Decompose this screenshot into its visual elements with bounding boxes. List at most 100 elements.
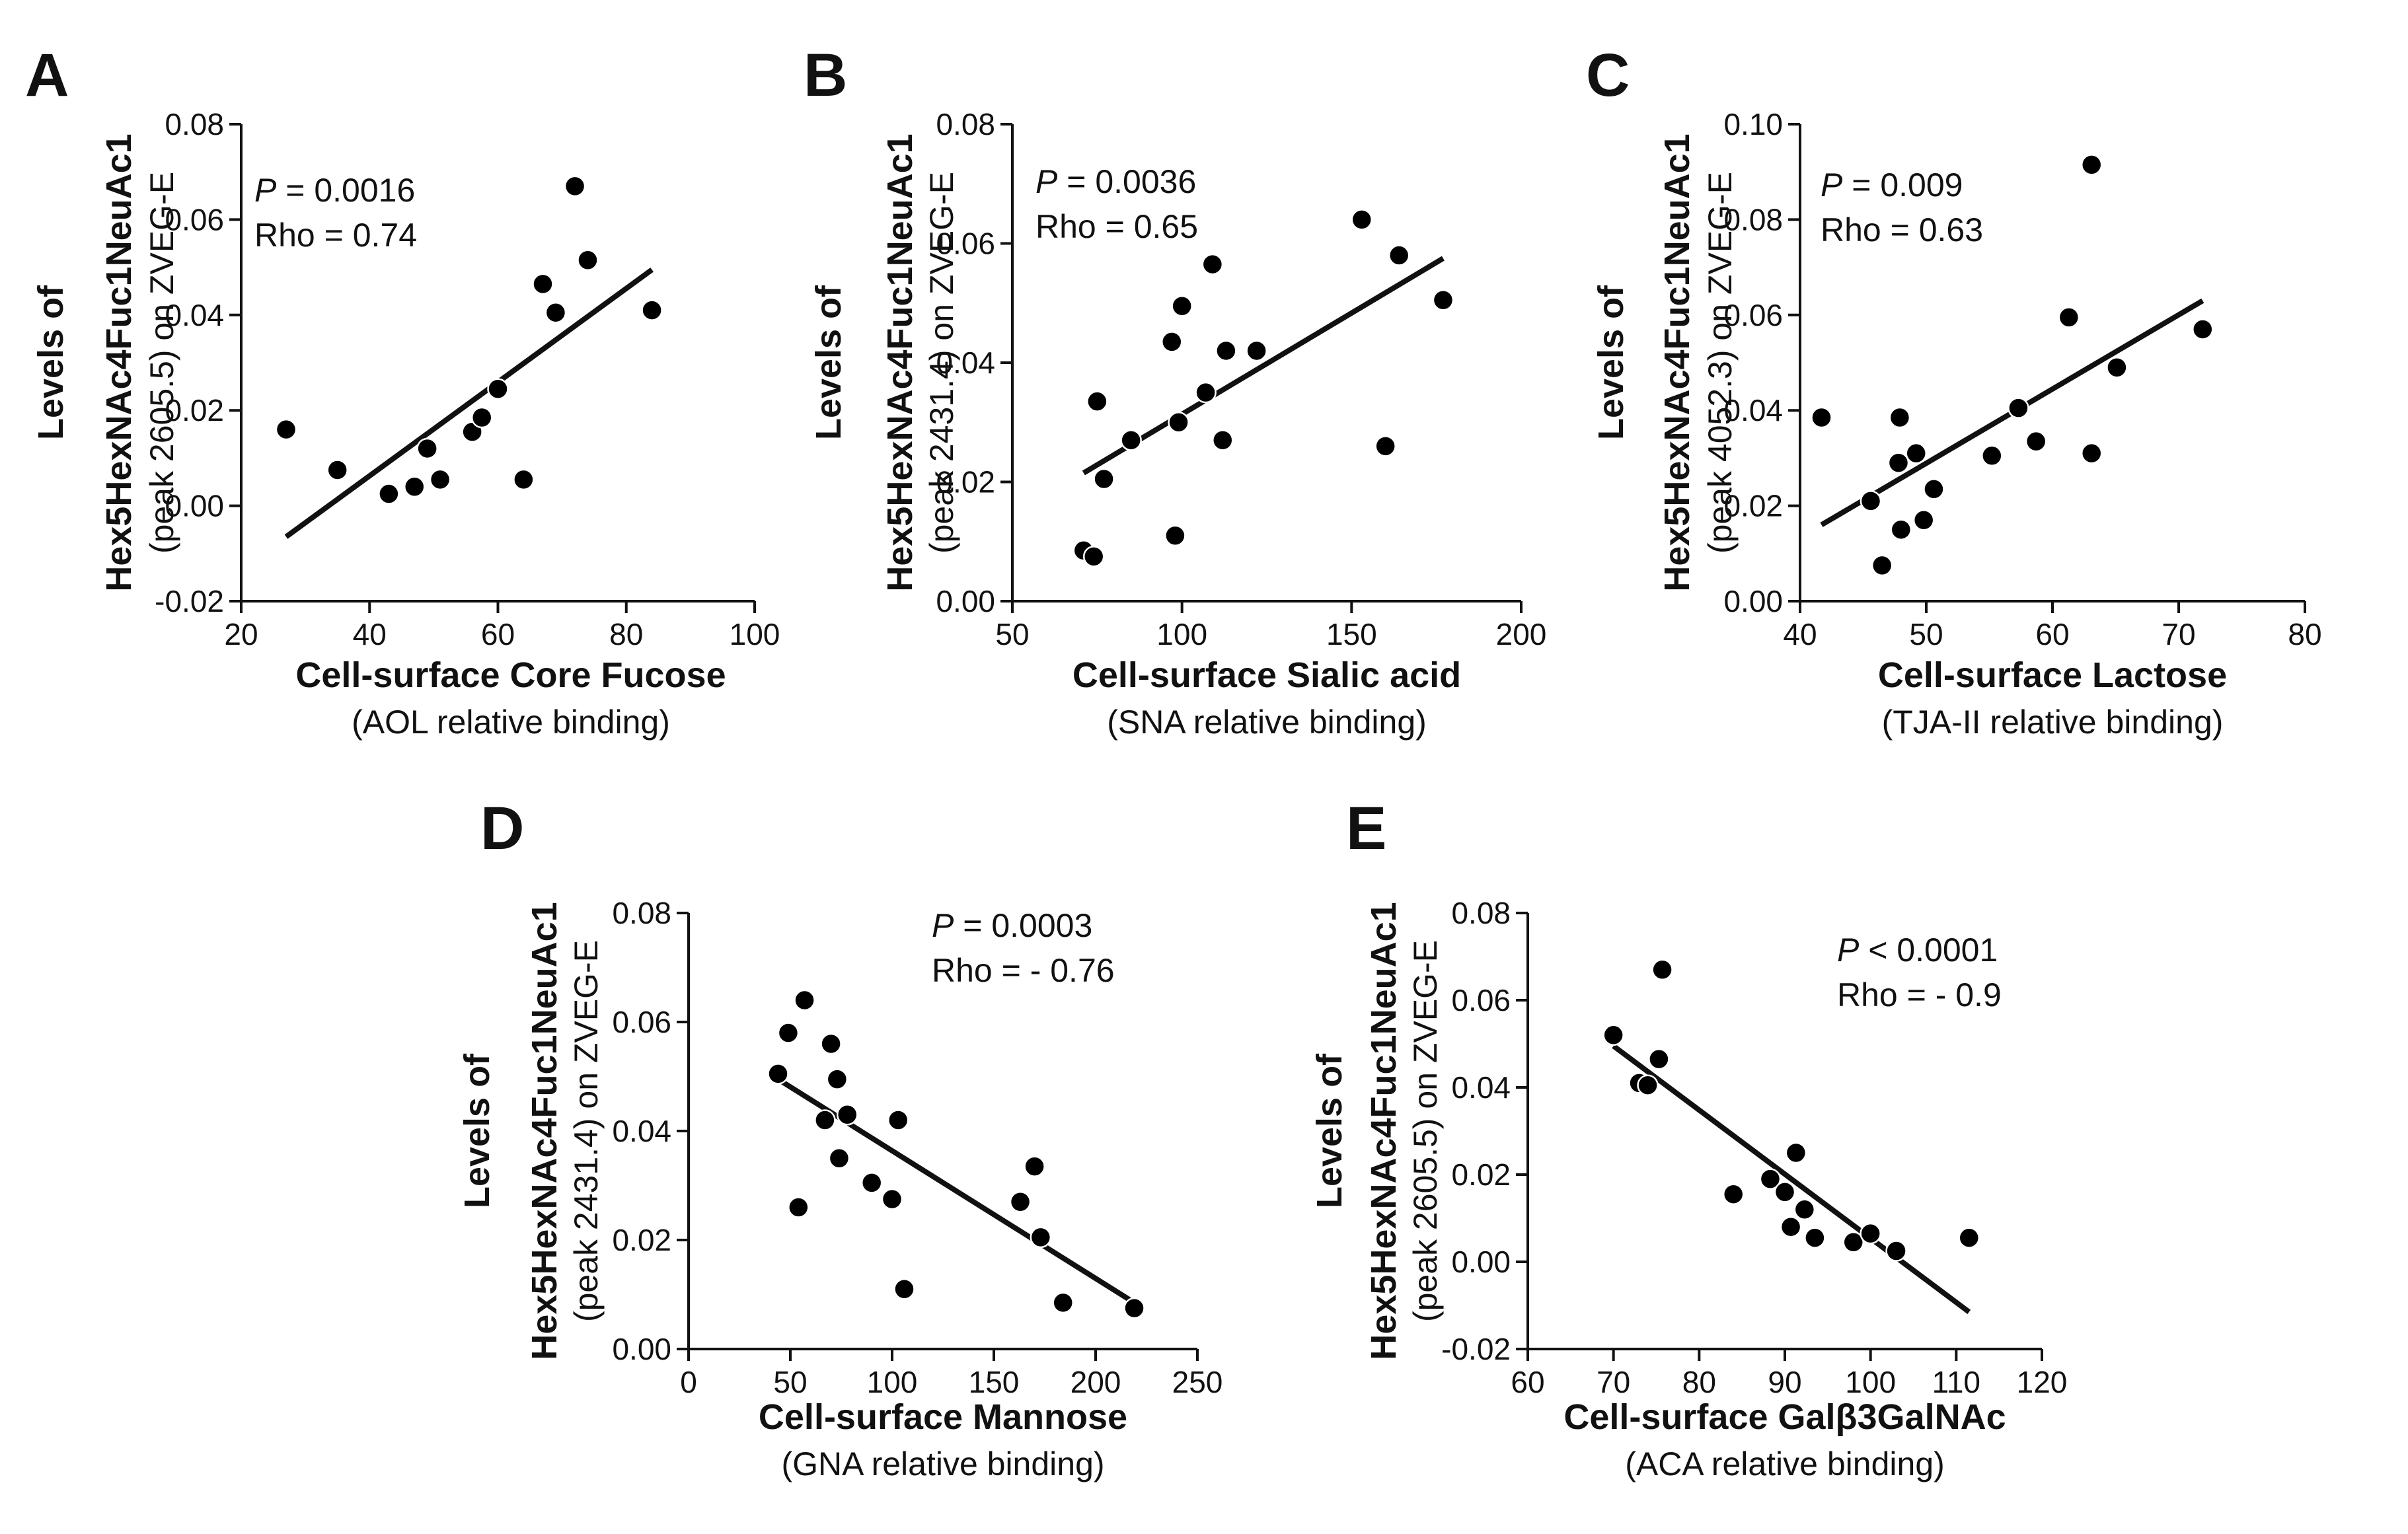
y-axis-title-line: (peak 2605.5) on ZVEG-E bbox=[143, 172, 180, 554]
data-point bbox=[470, 406, 493, 429]
data-point bbox=[1793, 1198, 1816, 1221]
rho-annotation: Rho = 0.65 bbox=[1035, 208, 1198, 245]
y-axis-title-line: Hex5HexNAc4Fuc1NeuAc1 bbox=[880, 133, 920, 591]
p-value-annotation: P = 0.0016 bbox=[254, 172, 415, 209]
x-tick-label: 50 bbox=[1909, 617, 1943, 651]
y-axis-title-line: Levels of bbox=[1310, 1053, 1349, 1208]
rho-annotation: Rho = - 0.76 bbox=[932, 952, 1115, 989]
data-point bbox=[1981, 445, 2003, 467]
data-point bbox=[1161, 331, 1183, 353]
rho-annotation: Rho = - 0.9 bbox=[1837, 976, 2002, 1013]
data-point bbox=[1009, 1191, 1032, 1213]
x-tick-label: 0 bbox=[680, 1365, 697, 1399]
data-point bbox=[2192, 318, 2214, 340]
data-point bbox=[1195, 381, 1217, 404]
data-point bbox=[1082, 546, 1105, 567]
panel-letter-a: A bbox=[25, 42, 69, 109]
y-axis-title-line: Hex5HexNAc4Fuc1NeuAc1 bbox=[525, 902, 564, 1360]
data-point bbox=[1024, 1155, 1045, 1177]
data-point bbox=[1648, 1048, 1670, 1070]
data-point bbox=[1052, 1292, 1074, 1314]
data-point bbox=[513, 468, 535, 491]
data-point bbox=[1842, 1231, 1864, 1253]
data-point bbox=[1171, 295, 1193, 317]
y-tick-label: 0.00 bbox=[165, 489, 224, 523]
x-axis-title: Cell-surface Lactose bbox=[1878, 655, 2227, 695]
x-tick-label: 100 bbox=[867, 1365, 918, 1399]
data-point bbox=[275, 418, 297, 441]
data-point bbox=[826, 1068, 848, 1090]
y-axis-title-line: Hex5HexNAc4Fuc1NeuAc1 bbox=[1657, 133, 1697, 591]
x-tick-label: 200 bbox=[1071, 1365, 1121, 1399]
panel-letter-c: C bbox=[1586, 42, 1630, 109]
data-point bbox=[1164, 525, 1186, 546]
data-point bbox=[1860, 1222, 1881, 1245]
data-point bbox=[1905, 442, 1927, 464]
panel-a: A -0.02 0.00 0.02 0.04 0.06 0.08 20 40 60 80 100 P =… bbox=[25, 42, 780, 741]
data-point bbox=[1885, 1240, 1907, 1262]
data-point bbox=[1759, 1168, 1782, 1190]
x-tick-label: 60 bbox=[481, 617, 515, 651]
data-point bbox=[1086, 390, 1108, 412]
data-point bbox=[641, 299, 663, 321]
y-tick-label: 0.08 bbox=[1451, 896, 1511, 930]
x-tick-label: 70 bbox=[1597, 1365, 1630, 1399]
data-point bbox=[1774, 1181, 1796, 1203]
y-axis-title-line: (peak 2431.4) on ZVEG-E bbox=[568, 940, 605, 1322]
data-point bbox=[788, 1196, 809, 1218]
x-tick-label: 80 bbox=[1682, 1365, 1716, 1399]
x-tick-label: 80 bbox=[609, 617, 643, 651]
data-point bbox=[1388, 244, 1410, 266]
regression-line bbox=[1612, 1044, 1971, 1315]
data-point bbox=[794, 989, 815, 1011]
y-tick-label: 0.04 bbox=[612, 1114, 671, 1148]
x-axis-title: Cell-surface Sialic acid bbox=[1072, 655, 1461, 695]
y-tick-label: 0.02 bbox=[1451, 1157, 1511, 1192]
data-point bbox=[1722, 1183, 1745, 1205]
y-tick-label: 0.06 bbox=[165, 202, 224, 237]
y-tick-label: -0.02 bbox=[155, 584, 224, 618]
y-tick-label: 0.08 bbox=[612, 896, 671, 930]
y-axis-title-line: Levels of bbox=[457, 1053, 497, 1208]
panel-d: D 0.00 0.02 0.04 0.06 0.08 0 50 100 150 200 250 P = … bbox=[457, 795, 1223, 1482]
panel-e: E -0.02 0.00 0.02 0.04 0.06 0.08 60 70 80 90 100 110… bbox=[1310, 795, 2067, 1482]
panel-letter-e: E bbox=[1346, 795, 1386, 862]
y-tick-label: 0.02 bbox=[1723, 489, 1783, 523]
y-tick-label: 0.04 bbox=[936, 346, 995, 380]
data-point bbox=[860, 1172, 883, 1194]
y-axis-title-line: Hex5HexNAc4Fuc1NeuAc1 bbox=[1364, 902, 1404, 1360]
p-value-annotation: P = 0.0003 bbox=[932, 907, 1092, 944]
x-tick-label: 150 bbox=[969, 1365, 1020, 1399]
x-tick-label: 100 bbox=[1156, 617, 1207, 651]
x-tick-label: 70 bbox=[2162, 617, 2195, 651]
y-tick-label: 0.04 bbox=[1451, 1070, 1511, 1105]
data-point bbox=[532, 273, 554, 295]
data-point bbox=[887, 1109, 909, 1131]
data-point bbox=[1030, 1226, 1052, 1249]
y-tick-label: 0.10 bbox=[1723, 107, 1783, 141]
x-tick-label: 60 bbox=[2035, 617, 2069, 651]
data-point bbox=[1923, 478, 1945, 500]
data-point bbox=[545, 301, 567, 324]
y-tick-label: 0.02 bbox=[165, 393, 224, 427]
x-tick-label: 120 bbox=[2017, 1365, 2068, 1399]
x-tick-label: 80 bbox=[2288, 617, 2321, 651]
data-point bbox=[1785, 1142, 1807, 1164]
data-point bbox=[1890, 519, 1912, 540]
data-point bbox=[1093, 468, 1115, 490]
x-axis-subtitle: (AOL relative binding) bbox=[352, 704, 670, 741]
data-point bbox=[2025, 430, 2047, 453]
data-point bbox=[814, 1109, 836, 1131]
p-value-annotation: P = 0.009 bbox=[1821, 166, 1963, 203]
y-tick-label: 0.08 bbox=[1723, 202, 1783, 237]
x-tick-label: 50 bbox=[773, 1365, 807, 1399]
y-tick-label: 0.06 bbox=[1723, 298, 1783, 332]
x-axis-title: Cell-surface Mannose bbox=[759, 1397, 1127, 1437]
x-tick-label: 50 bbox=[995, 617, 1029, 651]
data-point bbox=[2106, 356, 2128, 379]
data-point bbox=[1123, 1297, 1145, 1319]
data-point bbox=[881, 1188, 903, 1210]
x-tick-label: 250 bbox=[1172, 1365, 1223, 1399]
data-point bbox=[429, 468, 451, 491]
y-tick-label: 0.00 bbox=[1723, 584, 1783, 618]
